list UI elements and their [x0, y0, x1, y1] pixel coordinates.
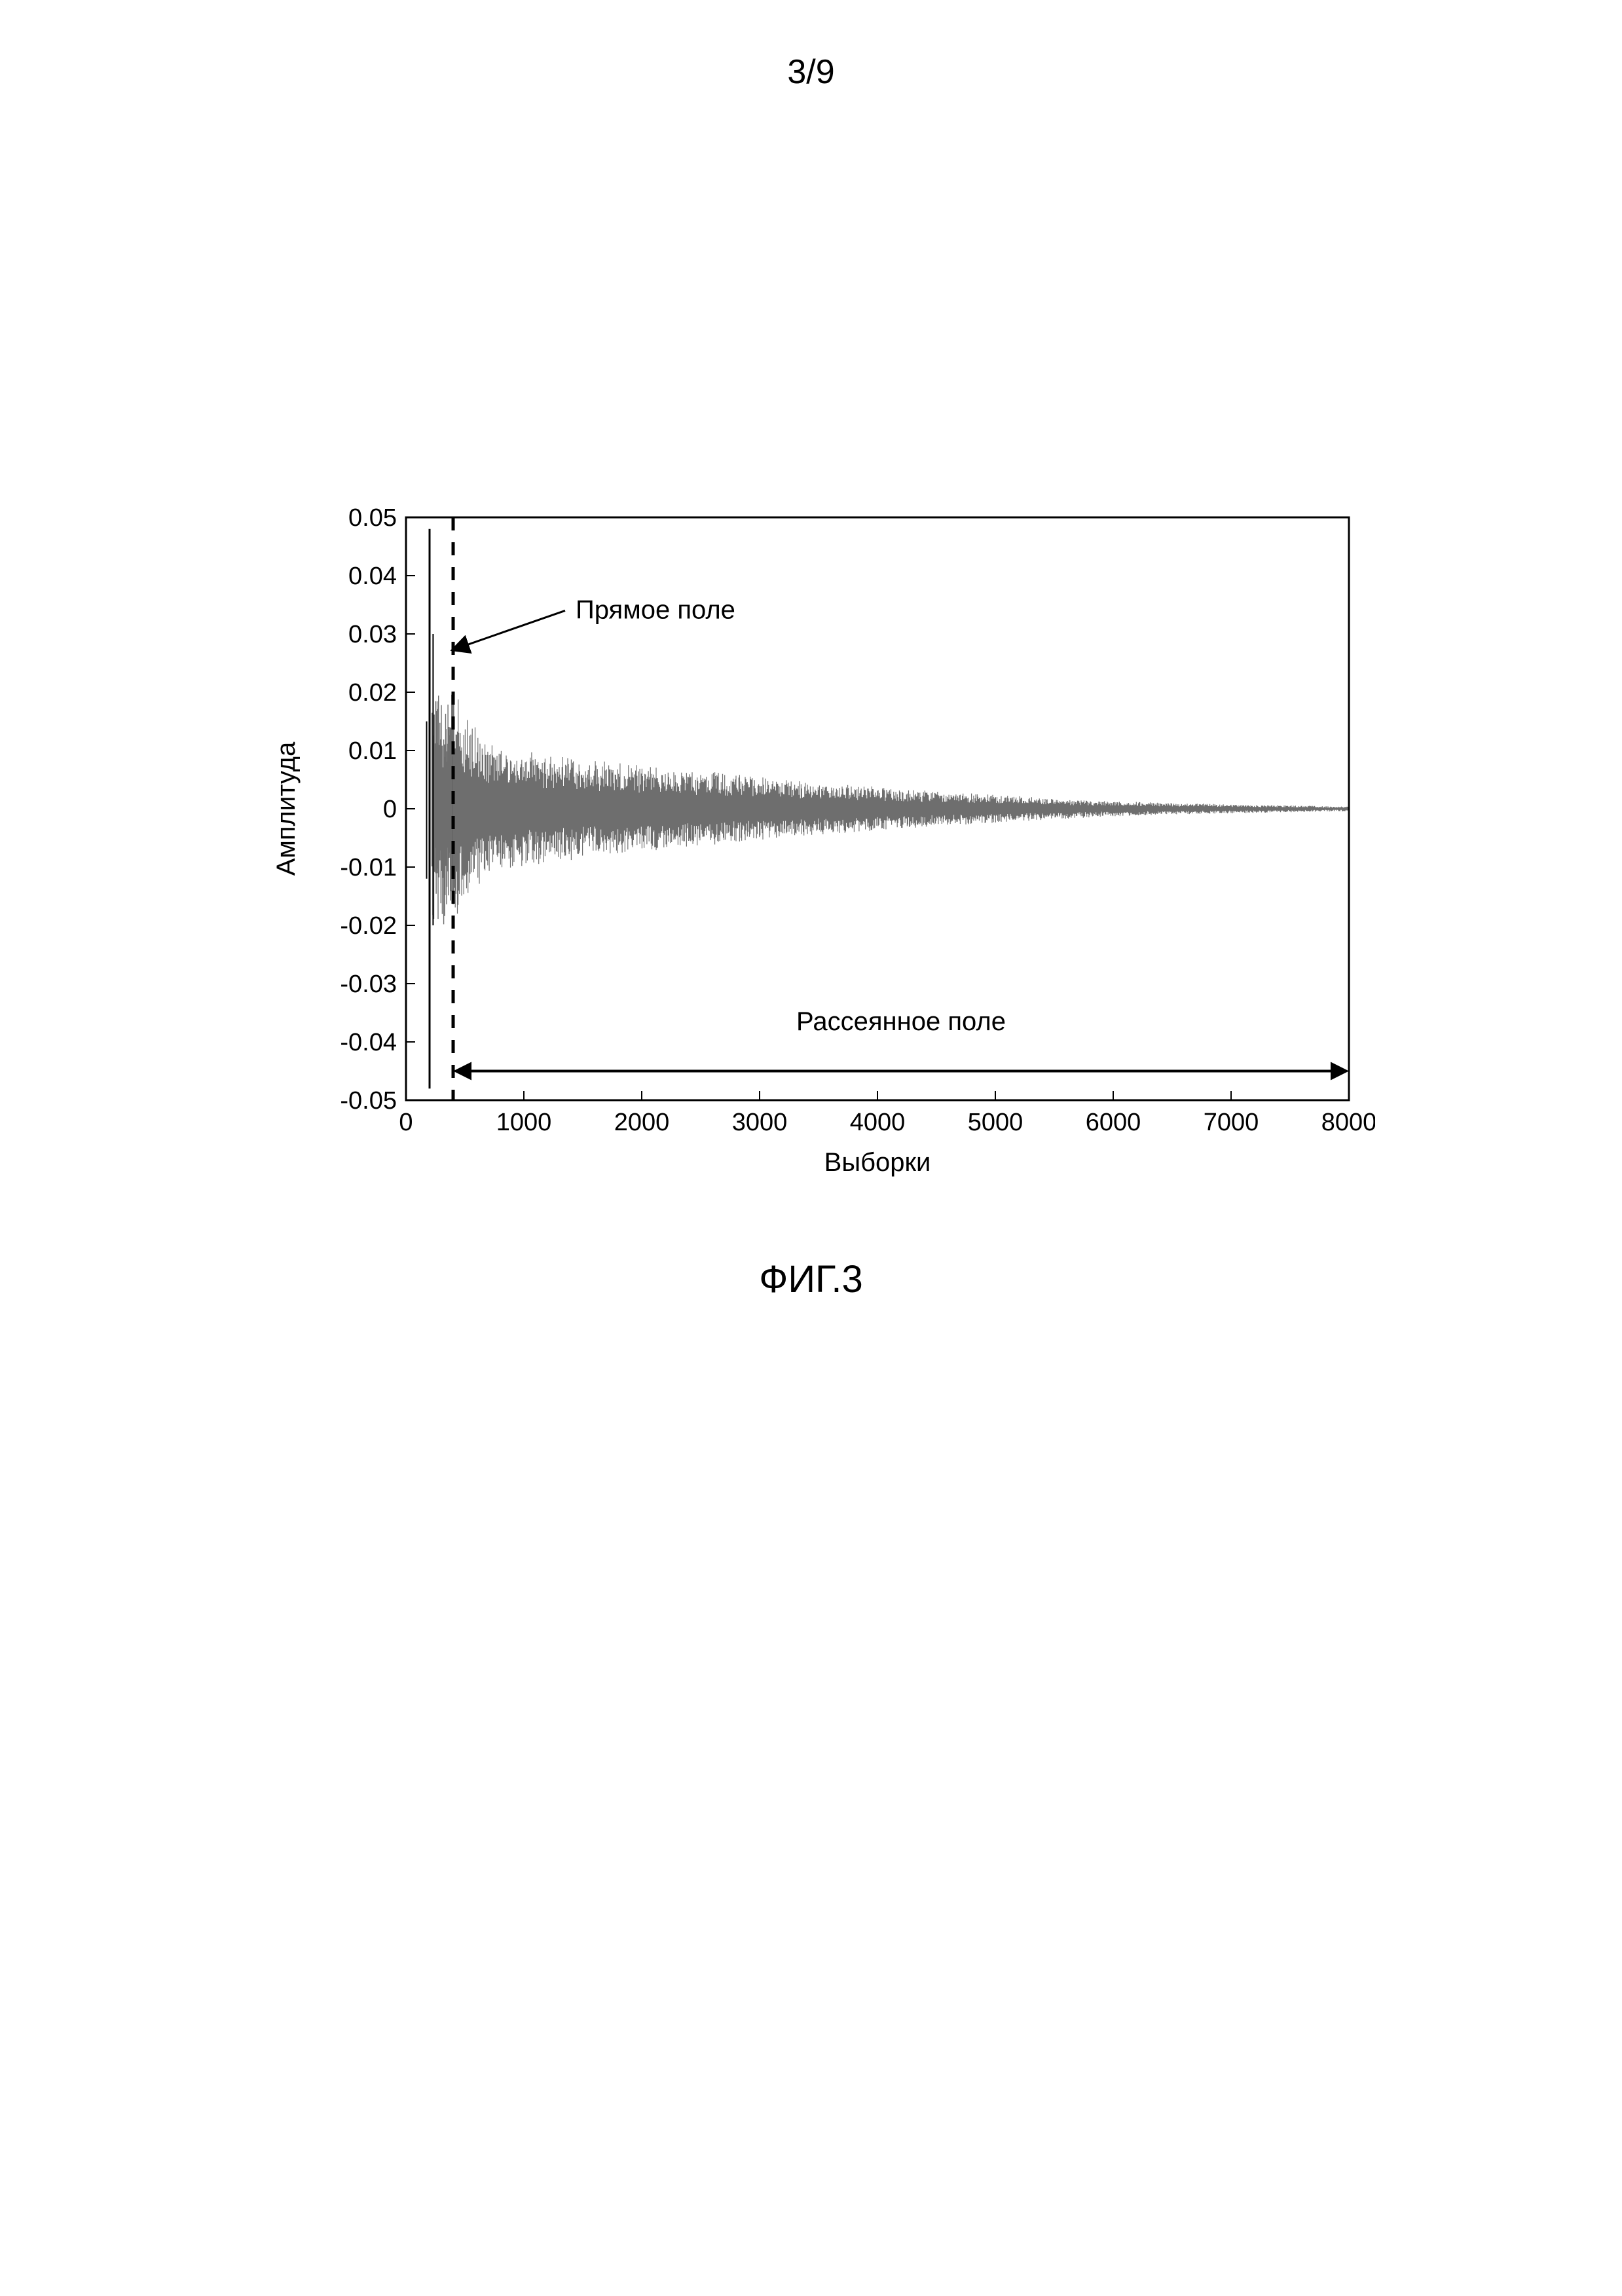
xtick-label: 1000	[496, 1109, 552, 1136]
ytick-label: 0.01	[348, 737, 397, 765]
ytick-label: 0.05	[348, 504, 397, 532]
ytick-label: 0.04	[348, 563, 397, 590]
ytick-label: 0.02	[348, 679, 397, 707]
ytick-label: 0.03	[348, 621, 397, 648]
xtick-label: 7000	[1204, 1109, 1259, 1136]
ytick-label: -0.02	[340, 912, 397, 940]
ytick-label: -0.05	[340, 1087, 397, 1115]
page-number: 3/9	[0, 52, 1622, 92]
ytick-label: -0.03	[340, 971, 397, 998]
impulse-response-chart: -0.05 -0.04 -0.03 -0.02 -0.01 0 0.01 0.02 0.03 0.…	[262, 498, 1375, 1185]
xtick-label: 6000	[1086, 1109, 1141, 1136]
page: 3/9 -0.05 -0.04 -0.03 -0.02 -0.01 0 0.01 0.02 0.…	[0, 0, 1622, 2296]
xtick-label: 8000	[1321, 1109, 1375, 1136]
xtick-label: 5000	[968, 1109, 1023, 1136]
ytick-label: -0.04	[340, 1029, 397, 1056]
ytick-label: -0.01	[340, 854, 397, 881]
figure-caption: ФИГ.3	[0, 1257, 1622, 1301]
xtick-label: 2000	[614, 1109, 670, 1136]
ylabel: Амплитуда	[272, 741, 301, 876]
xtick-label: 3000	[732, 1109, 788, 1136]
xtick-label: 4000	[850, 1109, 906, 1136]
ytick-label: 0	[383, 796, 397, 823]
xtick-label: 0	[399, 1109, 413, 1136]
direct-field-label: Прямое поле	[576, 595, 735, 624]
figure: -0.05 -0.04 -0.03 -0.02 -0.01 0 0.01 0.02 0.03 0.…	[262, 498, 1375, 1189]
xlabel: Выборки	[824, 1148, 931, 1177]
scattered-field-label: Рассеянное поле	[796, 1007, 1006, 1036]
